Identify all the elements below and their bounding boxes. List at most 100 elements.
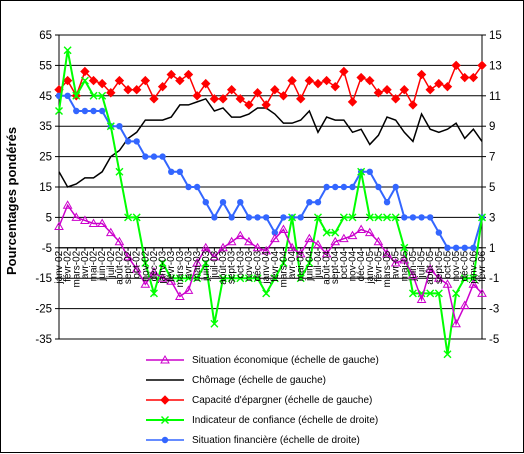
series-point-stroke <box>426 289 435 298</box>
series-point <box>347 230 358 240</box>
series-point <box>313 239 323 249</box>
series-point <box>271 229 279 236</box>
series-point-stroke <box>63 46 72 55</box>
legend-item: Chômage (échelle de gauche) <box>144 370 384 390</box>
series-point-stroke <box>184 274 193 283</box>
series-point <box>443 350 452 359</box>
series-point <box>399 254 410 264</box>
series-point <box>339 233 349 243</box>
x-tick-label: août-03 <box>218 250 229 284</box>
series-point-stroke <box>193 274 202 283</box>
legend-label: Capacité d'épargner (échelle de gauche) <box>192 394 373 406</box>
series-point <box>228 214 235 221</box>
series-point <box>131 85 142 95</box>
series-point <box>261 100 271 110</box>
series-point <box>175 75 185 86</box>
series-point <box>88 75 99 86</box>
series-point <box>357 167 366 176</box>
series-point <box>313 78 323 89</box>
x-tick-label: avr-02 <box>80 250 91 279</box>
series-point <box>149 289 158 298</box>
x-tick-label: janv-03 <box>158 250 169 284</box>
series-point-stroke <box>434 289 443 298</box>
series-point <box>425 85 435 95</box>
legend-label: Situation économique (échelle de gauche) <box>192 354 379 366</box>
series-point <box>313 213 322 222</box>
series-point-stroke <box>452 289 461 298</box>
right-tick-label: -1 <box>489 273 499 285</box>
series-point <box>365 213 374 222</box>
x-tick-label: avr-04 <box>287 250 298 279</box>
x-tick-label: déc-03 <box>253 250 264 281</box>
right-tick-label: -5 <box>489 334 499 346</box>
series-point <box>401 214 408 221</box>
series-point <box>261 245 272 255</box>
right-tick-label: -3 <box>489 304 499 316</box>
series-point <box>322 228 331 237</box>
series-point-stroke <box>175 274 184 283</box>
series-point <box>416 69 427 80</box>
series-point-stroke <box>270 274 279 283</box>
series-point <box>97 78 107 89</box>
series-point <box>105 227 116 237</box>
x-tick-label: juin-04 <box>304 250 315 281</box>
series-point-stroke <box>98 91 107 100</box>
x-tick-label: juin-05 <box>408 250 419 281</box>
series-point <box>254 214 261 221</box>
series-point-stroke <box>244 274 253 283</box>
series-point <box>349 183 356 191</box>
series-point-stroke <box>478 213 486 222</box>
x-tick-label: avr-05 <box>391 250 402 279</box>
series-point-stroke <box>89 91 98 100</box>
legend-item: Situation financière (échelle de droite) <box>144 430 384 450</box>
series-point <box>140 279 151 288</box>
series-point <box>158 259 167 267</box>
series-point <box>193 183 201 191</box>
series-point <box>400 243 409 252</box>
series-point <box>382 85 392 95</box>
series-point <box>383 199 391 206</box>
series-point-stroke <box>296 274 305 283</box>
series-line <box>58 63 483 107</box>
series-point <box>330 81 340 92</box>
series-point <box>287 75 297 86</box>
series-point <box>98 107 106 115</box>
series-point <box>133 138 140 145</box>
x-tick-label: déc-04 <box>356 250 367 281</box>
x-tick-label: sept-04 <box>330 250 341 284</box>
series-point <box>218 94 228 104</box>
series-point-stroke <box>161 416 169 424</box>
series-point <box>451 60 461 71</box>
legend-item: Situation économique (échelle de gauche) <box>144 350 384 370</box>
series-point <box>321 248 332 258</box>
series-point <box>461 244 468 251</box>
series-point <box>425 264 436 273</box>
series-point-stroke <box>365 213 374 222</box>
x-tick-label: oct-02 <box>132 250 143 278</box>
series-point <box>124 213 133 222</box>
left-tick-label: -25 <box>35 304 52 316</box>
series-point <box>373 88 384 98</box>
series-point <box>235 230 246 240</box>
series-point <box>332 183 339 191</box>
series-point <box>373 236 384 246</box>
x-tick-label: mars-05 <box>382 250 393 287</box>
series-point-stroke <box>391 213 400 222</box>
series-point <box>149 94 159 104</box>
series-point <box>201 259 210 267</box>
series-point <box>106 88 116 98</box>
x-tick-label: janv-02 <box>54 250 65 284</box>
series-point-stroke <box>279 259 288 267</box>
series-point <box>81 107 89 115</box>
x-tick-label: janv-06 <box>468 250 479 284</box>
legend-swatch <box>146 436 184 444</box>
series-point <box>73 107 80 115</box>
series-point <box>468 279 479 288</box>
series-point <box>124 138 132 145</box>
series-point <box>306 199 313 206</box>
series-point-stroke <box>141 259 150 267</box>
series-point <box>236 274 245 283</box>
x-tick-label: déc-05 <box>460 250 471 281</box>
